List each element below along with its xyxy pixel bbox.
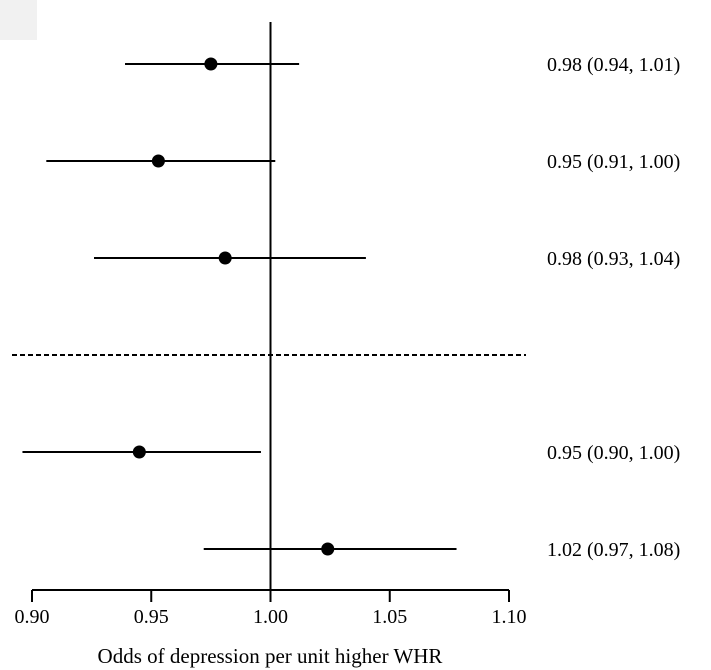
forest-row: 1.02 (0.97, 1.08) [203, 539, 680, 561]
x-tick-label: 1.05 [372, 606, 407, 628]
estimate-point [151, 154, 165, 168]
x-tick-label: 0.90 [15, 606, 50, 628]
forest-row: 0.98 (0.94, 1.01) [125, 54, 680, 76]
corner-box [0, 0, 37, 40]
ci-label: 0.98 (0.94, 1.01) [547, 54, 680, 76]
ci-label: 1.02 (0.97, 1.08) [547, 539, 680, 561]
x-axis-title: Odds of depression per unit higher WHR [98, 644, 443, 668]
estimate-point [132, 445, 146, 459]
forest-row: 0.95 (0.91, 1.00) [46, 151, 680, 173]
ci-label: 0.95 (0.90, 1.00) [547, 442, 680, 464]
estimate-point [218, 251, 232, 265]
estimate-point [204, 57, 218, 71]
x-tick-label: 1.00 [253, 606, 288, 628]
x-axis: 0.90 0.95 1.00 1.05 1.10 [15, 589, 527, 628]
forest-row: 0.95 (0.90, 1.00) [22, 442, 680, 464]
x-tick-label: 0.95 [134, 606, 169, 628]
ci-label: 0.98 (0.93, 1.04) [547, 248, 680, 270]
ci-label: 0.95 (0.91, 1.00) [547, 151, 680, 173]
estimate-point [321, 542, 335, 556]
rows-layer: 0.98 (0.94, 1.01) 0.95 (0.91, 1.00) 0.98 (… [22, 54, 680, 561]
x-tick-label: 1.10 [492, 606, 527, 628]
forest-row: 0.98 (0.93, 1.04) [94, 248, 680, 270]
